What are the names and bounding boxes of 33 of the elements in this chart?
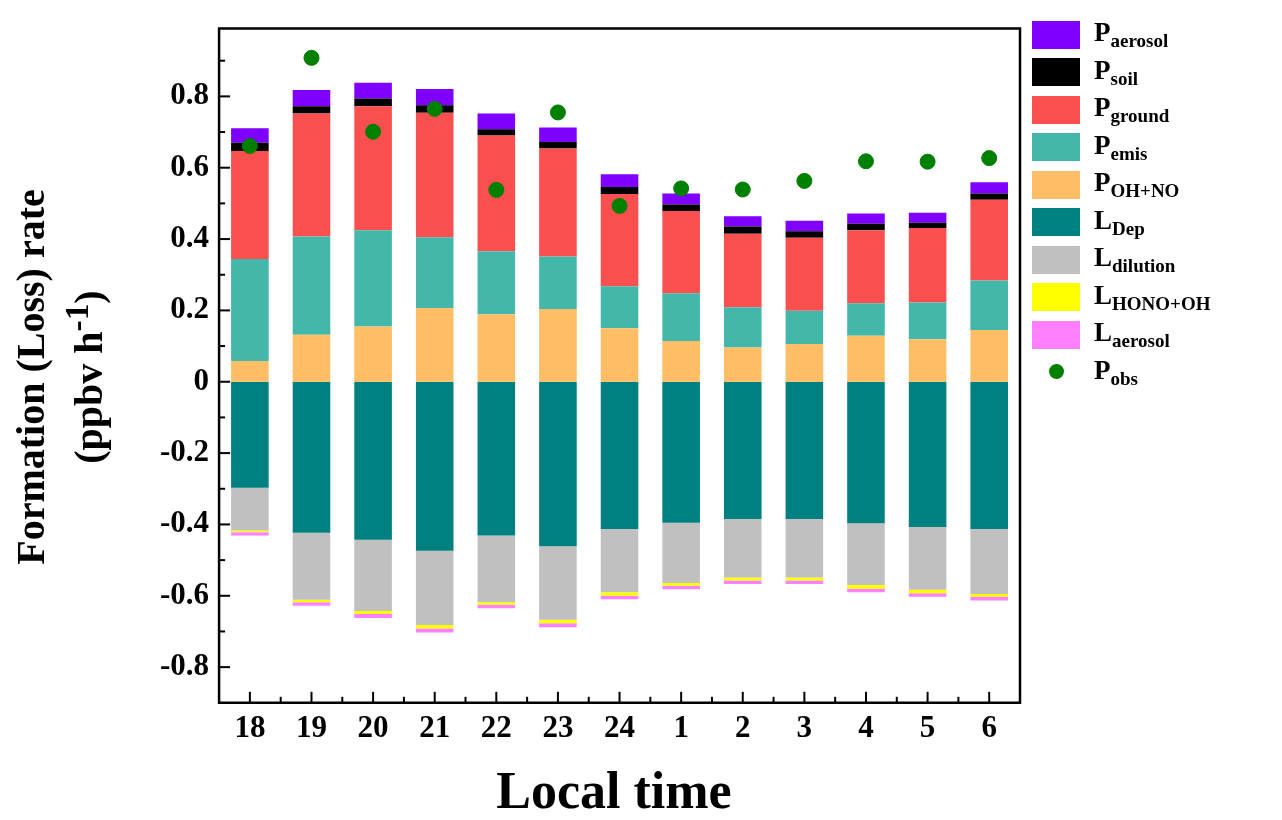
y-tick-label: -0.2: [160, 433, 210, 469]
legend-label: P$_{soil}$: [1094, 54, 1138, 90]
legend-label: P$_{aerosol}$: [1094, 17, 1169, 53]
y-tick-label: 0.4: [170, 219, 210, 255]
y-tick-label: -0.4: [160, 504, 210, 540]
legend-label: L$_{aerosol}$: [1094, 317, 1170, 353]
y-tick-label: 0.6: [170, 147, 210, 183]
x-tick-label: 4: [858, 709, 874, 745]
legend-label: P$_{ground}$: [1094, 92, 1170, 128]
legend-label: L$_{dilution}$: [1094, 242, 1176, 278]
y-tick-label: 0: [193, 361, 210, 397]
x-tick-label: 24: [604, 709, 636, 745]
x-tick-label: 3: [796, 709, 813, 745]
y-tick-label: 0.8: [170, 76, 210, 112]
legend-label: P$_{obs}$: [1094, 354, 1138, 390]
x-tick-label: 23: [542, 709, 574, 745]
x-tick-label: 18: [234, 709, 266, 745]
x-tick-label: 5: [919, 709, 936, 745]
x-axis-title: Local time: [496, 760, 732, 820]
legend-label: P$_{OH+NO}$: [1094, 167, 1180, 203]
legend-label: P$_{emis}$: [1094, 129, 1148, 165]
x-tick-label: 21: [419, 709, 451, 745]
legend-label: L$_{Dep}$: [1094, 204, 1145, 240]
y-tick-label: 0.2: [170, 290, 210, 326]
x-tick-label: 22: [480, 709, 512, 745]
legend-label: L$_{HONO+OH}$: [1094, 279, 1211, 315]
x-tick-label: 19: [295, 709, 327, 745]
y-tick-label: -0.8: [160, 647, 210, 683]
y-tick-label: -0.6: [160, 575, 210, 611]
x-tick-label: 2: [735, 709, 751, 745]
x-tick-label: 1: [673, 709, 689, 745]
x-tick-label: 20: [357, 709, 389, 745]
x-tick-label: 6: [981, 709, 997, 745]
